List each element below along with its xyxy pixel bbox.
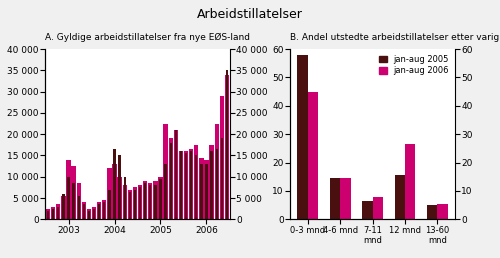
Bar <box>154 185 156 219</box>
Bar <box>97 202 102 219</box>
Bar <box>87 209 91 219</box>
Bar <box>82 202 86 219</box>
Bar <box>180 151 182 219</box>
Text: B. Andel utstedte arbeidstillatelser etter varighet: B. Andel utstedte arbeidstillatelser ett… <box>290 33 500 42</box>
Bar <box>214 124 219 219</box>
Bar <box>72 183 75 219</box>
Bar <box>210 145 214 219</box>
Bar <box>92 206 96 219</box>
Bar <box>164 124 168 219</box>
Bar <box>143 181 148 219</box>
Bar <box>148 183 152 219</box>
Bar <box>139 187 141 219</box>
Bar <box>102 200 106 219</box>
Bar <box>170 143 172 219</box>
Bar <box>128 189 132 219</box>
Bar <box>394 175 405 219</box>
Bar <box>62 194 64 219</box>
Bar <box>108 189 110 219</box>
Bar <box>168 138 173 219</box>
Bar <box>216 149 218 219</box>
Bar <box>206 164 208 219</box>
Text: A. Gyldige arbeidstillatelser fra nye EØS-land: A. Gyldige arbeidstillatelser fra nye EØ… <box>45 33 250 42</box>
Bar <box>179 151 183 219</box>
Bar <box>189 149 194 219</box>
Bar <box>122 185 127 219</box>
Bar <box>82 204 85 219</box>
Bar <box>66 160 70 219</box>
Bar <box>144 183 146 219</box>
Bar <box>128 192 131 219</box>
Bar <box>174 130 177 219</box>
Bar <box>220 96 224 219</box>
Bar <box>112 164 116 219</box>
Bar <box>185 153 187 219</box>
Bar <box>340 178 350 219</box>
Bar <box>362 201 372 219</box>
Bar <box>437 204 448 219</box>
Bar <box>194 145 198 219</box>
Bar <box>204 160 208 219</box>
Bar <box>72 166 76 219</box>
Bar <box>134 189 136 219</box>
Bar <box>52 209 54 219</box>
Bar <box>118 177 122 219</box>
Bar <box>164 164 167 219</box>
Bar <box>405 144 415 219</box>
Bar <box>78 196 80 219</box>
Bar <box>98 204 100 219</box>
Bar <box>225 75 229 219</box>
Bar <box>190 151 192 219</box>
Bar <box>107 168 112 219</box>
Bar <box>47 211 49 219</box>
Bar <box>298 55 308 219</box>
Bar <box>427 205 437 219</box>
Bar <box>133 187 137 219</box>
Bar <box>61 196 66 219</box>
Bar <box>372 197 383 219</box>
Bar <box>199 158 203 219</box>
Bar <box>184 151 188 219</box>
Bar <box>124 177 126 219</box>
Bar <box>308 92 318 219</box>
Bar <box>160 179 162 219</box>
Bar <box>158 177 162 219</box>
Bar <box>226 70 228 219</box>
Bar <box>76 183 81 219</box>
Bar <box>68 177 70 219</box>
Bar <box>220 138 223 219</box>
Bar <box>56 204 60 219</box>
Bar <box>51 206 56 219</box>
Bar <box>153 181 158 219</box>
Bar <box>195 155 198 219</box>
Text: Arbeidstillatelser: Arbeidstillatelser <box>197 8 303 21</box>
Bar <box>93 209 95 219</box>
Bar <box>174 130 178 219</box>
Legend: jan-aug 2005, jan-aug 2006: jan-aug 2005, jan-aug 2006 <box>377 53 451 77</box>
Bar <box>88 211 90 219</box>
Bar <box>118 155 121 219</box>
Bar <box>138 185 142 219</box>
Bar <box>330 178 340 219</box>
Bar <box>149 185 152 219</box>
Bar <box>46 209 50 219</box>
Bar <box>200 164 202 219</box>
Bar <box>57 206 59 219</box>
Bar <box>103 202 106 219</box>
Bar <box>114 149 116 219</box>
Bar <box>210 151 213 219</box>
